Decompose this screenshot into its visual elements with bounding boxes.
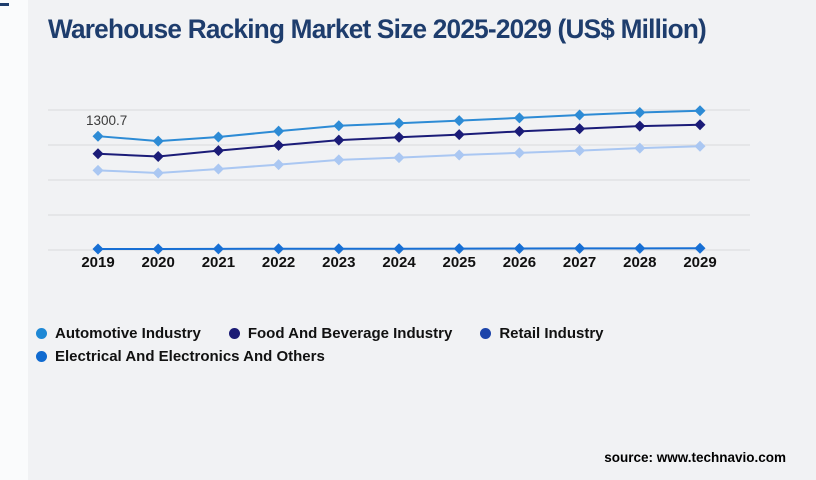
data-point-marker [513,125,525,137]
data-point-marker [273,243,285,255]
data-point-marker [574,242,586,254]
data-point-marker [574,109,586,121]
data-point-marker [212,163,224,175]
data-point-marker [92,243,104,255]
data-point-marker [92,148,104,160]
data-point-marker [333,120,345,132]
data-point-marker [212,243,224,255]
data-point-marker [393,243,405,255]
data-point-marker [273,139,285,151]
data-point-marker [92,164,104,176]
legend-item-electrical-and-electronics-and-others: Electrical And Electronics And Others [36,348,325,365]
x-axis-tick-label: 2026 [503,254,536,271]
data-point-marker [393,152,405,164]
data-point-marker [453,115,465,127]
source-attribution: source: www.technavio.com [604,450,786,465]
x-axis-tick-label: 2021 [202,254,235,271]
data-point-marker [694,140,706,152]
data-point-marker [393,131,405,143]
legend-item-automotive-industry: Automotive Industry [36,325,201,342]
data-point-marker [694,242,706,254]
x-axis-tick-label: 2020 [142,254,175,271]
legend-label: Electrical And Electronics And Others [55,348,325,365]
data-point-marker [393,117,405,129]
x-axis-tick-label: 2025 [443,254,476,271]
x-axis-tick-label: 2029 [683,254,716,271]
data-point-marker [152,167,164,179]
x-axis-tick-label: 2022 [262,254,295,271]
data-point-marker [453,129,465,141]
data-point-marker [453,149,465,161]
data-point-marker [333,134,345,146]
data-point-marker [152,135,164,147]
data-point-marker [333,243,345,255]
left-edge-strip [0,0,28,480]
data-point-marker [152,151,164,163]
legend-item-retail-industry: Retail Industry [480,325,604,342]
data-point-marker [694,105,706,117]
data-point-marker [574,145,586,157]
x-axis-tick-label: 2028 [623,254,656,271]
data-point-marker [513,147,525,159]
data-point-marker [333,154,345,166]
data-point-marker [513,112,525,124]
point-value-label: 1300.7 [86,113,127,128]
legend-item-food-and-beverage-industry: Food And Beverage Industry [228,325,453,342]
page-title: Warehouse Racking Market Size 2025-2029 … [48,14,707,44]
data-point-marker [212,145,224,157]
data-point-marker [634,242,646,254]
legend-label: Automotive Industry [55,325,201,342]
data-point-marker [694,119,706,131]
legend-label: Food And Beverage Industry [247,325,453,342]
data-point-marker [273,125,285,137]
data-point-marker [212,131,224,143]
x-axis-tick-label: 2027 [563,254,596,271]
data-point-marker [453,243,465,255]
data-point-marker [634,120,646,132]
data-point-marker [92,130,104,142]
legend-label: Retail Industry [499,325,604,342]
data-point-marker [273,159,285,171]
data-point-marker [513,243,525,255]
legend-dot-icon [480,328,492,339]
chart-legend: Automotive Industry Food And Beverage In… [36,325,736,365]
data-point-marker [634,142,646,154]
data-point-marker [152,243,164,255]
x-axis-tick-label: 2023 [322,254,355,271]
x-axis-tick-label: 2024 [382,254,416,271]
legend-dot-icon [228,328,240,339]
x-axis-tick-label: 2019 [81,254,114,271]
legend-dot-icon [36,328,47,339]
data-point-marker [574,123,586,135]
corner-dash [0,3,9,6]
legend-dot-icon [36,351,47,362]
data-point-marker [634,106,646,118]
